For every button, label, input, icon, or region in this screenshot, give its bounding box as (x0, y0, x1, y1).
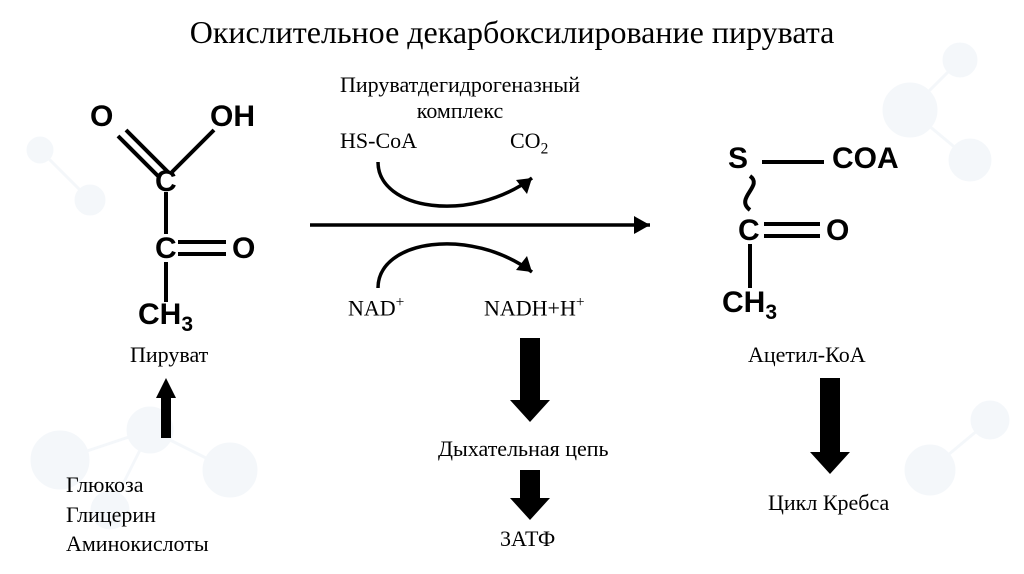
source-glucose: Глюкоза (66, 470, 209, 500)
diagram-root: Окислительное декарбоксилирование пирува… (0, 0, 1024, 574)
respiratory-chain-label: Дыхательная цепь (438, 436, 609, 462)
source-glycerol: Глицерин (66, 500, 209, 530)
pyruvate-sources: Глюкоза Глицерин Аминокислоты (66, 470, 209, 559)
krebs-label: Цикл Кребса (768, 490, 889, 516)
source-aminoacids: Аминокислоты (66, 529, 209, 559)
atp-label: 3АТФ (500, 526, 555, 552)
